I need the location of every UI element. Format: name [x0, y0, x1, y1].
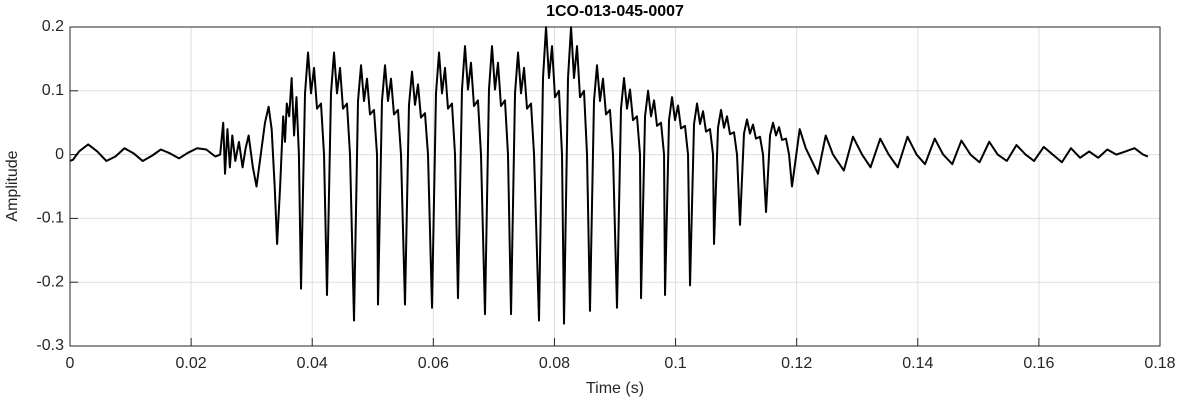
x-tick-label: 0	[66, 355, 75, 372]
plot-area	[70, 27, 1160, 346]
y-tick-label: -0.1	[36, 210, 64, 227]
axes-box	[69, 26, 1161, 347]
chart-title: 1CO-013-045-0007	[546, 3, 684, 20]
x-tick-label: 0.08	[539, 355, 570, 372]
waveform-line	[69, 26, 1149, 325]
x-tick-label: 0.12	[781, 355, 812, 372]
y-tick-label: 0	[55, 146, 64, 163]
y-tick-label: 0.2	[42, 18, 64, 35]
y-tick-label: 0.1	[42, 82, 64, 99]
x-tick-label: 0.14	[902, 355, 933, 372]
x-tick-label: 0.02	[176, 355, 207, 372]
y-tick-label: -0.2	[36, 273, 64, 290]
x-tick-label: 0.1	[664, 355, 686, 372]
x-axis-label: Time (s)	[586, 380, 644, 397]
x-tick-label: 0.18	[1144, 355, 1175, 372]
x-tick-label: 0.06	[418, 355, 449, 372]
y-tick-label: -0.3	[36, 337, 64, 354]
y-axis-label: Amplitude	[4, 150, 21, 221]
x-tick-label: 0.04	[297, 355, 328, 372]
x-tick-label: 0.16	[1023, 355, 1054, 372]
